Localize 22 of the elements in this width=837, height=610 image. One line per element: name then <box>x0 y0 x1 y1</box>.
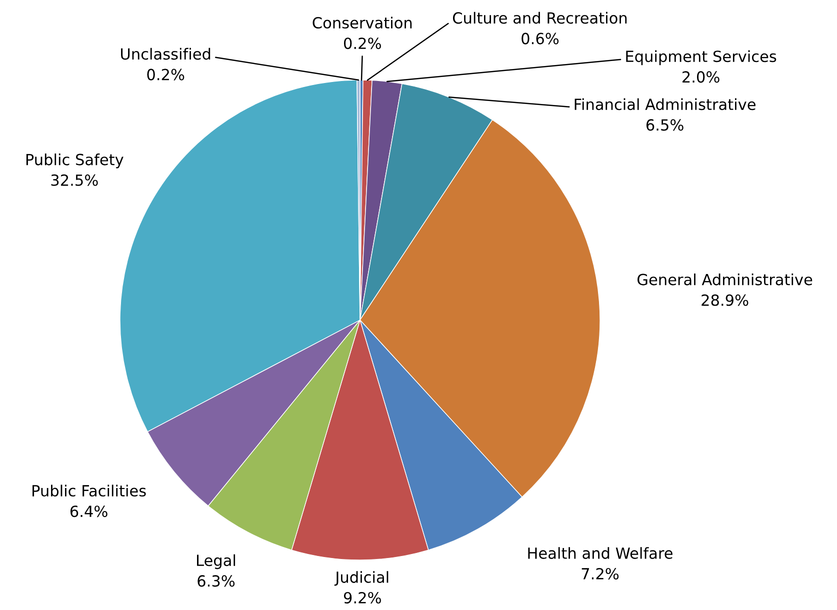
data-label: 0.2% <box>344 38 381 50</box>
slice-label: Legal <box>197 554 236 570</box>
data-label: 28.9% <box>702 294 748 306</box>
slice-label: Public Safety <box>26 154 124 168</box>
data-label: 2.0% <box>682 71 720 83</box>
slice-label: General Administrative <box>638 274 812 286</box>
slice-label: Unclassified <box>121 48 210 60</box>
data-label: 6.4% <box>70 506 108 518</box>
data-label: 6.3% <box>198 575 235 587</box>
slice-label: Public Facilities <box>32 484 146 497</box>
slice-label: Conservation <box>312 16 412 29</box>
slice-label: Health and Welfare <box>528 547 672 559</box>
data-label: 0.6% <box>522 32 559 44</box>
slice-label: Judicial <box>334 571 388 586</box>
slice-label: Equipment Services <box>626 50 776 66</box>
data-label: 6.5% <box>646 119 684 131</box>
data-label: 9.2% <box>344 592 381 604</box>
data-label: 0.2% <box>147 68 184 80</box>
slice-label: Culture and Recreation <box>452 12 627 24</box>
data-label: 7.2% <box>582 568 619 580</box>
data-label: 32.5% <box>51 174 98 186</box>
slice-label: Financial Administrative <box>574 98 756 110</box>
